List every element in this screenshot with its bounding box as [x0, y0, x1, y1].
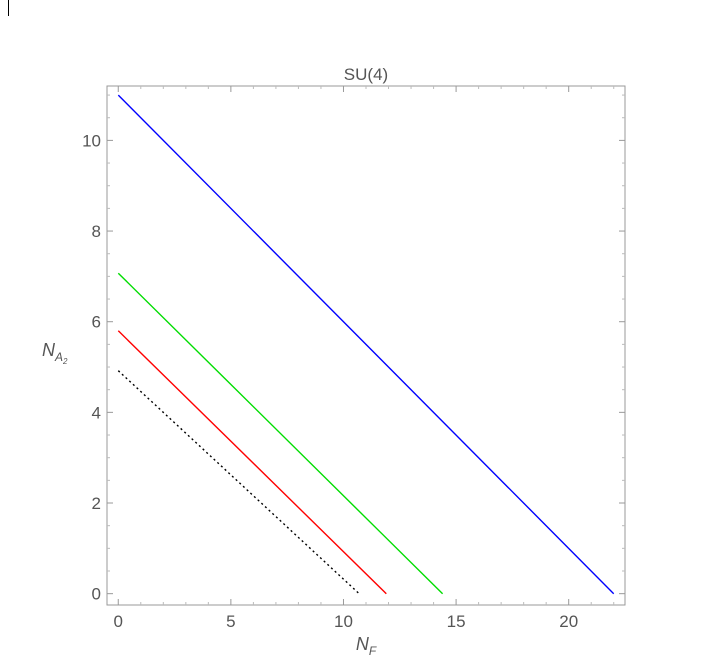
- x-axis-label: NF: [356, 634, 377, 658]
- axis-ticks: 0 5 10 15 20 0 2 4 6 8 10: [82, 86, 625, 631]
- x-axis-label-subscript: F: [369, 644, 377, 658]
- x-tick-label: 5: [226, 612, 235, 631]
- y-axis-label-subsubscript: 2: [62, 357, 68, 366]
- x-tick-label: 0: [114, 612, 123, 631]
- x-tick-label: 15: [447, 612, 466, 631]
- series-line-1: [117, 94, 615, 595]
- y-tick-label: 6: [92, 313, 101, 332]
- y-axis-label: NA2: [42, 340, 68, 366]
- chart-title: SU(4): [344, 65, 388, 84]
- series-line-4: [117, 370, 360, 595]
- y-tick-label: 2: [92, 494, 101, 513]
- y-axis-label-main: N: [42, 340, 56, 360]
- y-tick-label: 10: [82, 131, 101, 150]
- series-line-2: [117, 272, 444, 595]
- y-axis-label-subscript: A: [54, 350, 63, 364]
- x-axis-label-main: N: [356, 634, 370, 654]
- series-line-3: [117, 330, 387, 595]
- x-tick-label: 20: [559, 612, 578, 631]
- x-tick-label: 10: [334, 612, 353, 631]
- series-lines: [117, 94, 615, 595]
- y-tick-label: 4: [92, 403, 101, 422]
- y-tick-label: 8: [92, 222, 101, 241]
- text-cursor: [8, 0, 9, 16]
- y-tick-label: 0: [92, 585, 101, 604]
